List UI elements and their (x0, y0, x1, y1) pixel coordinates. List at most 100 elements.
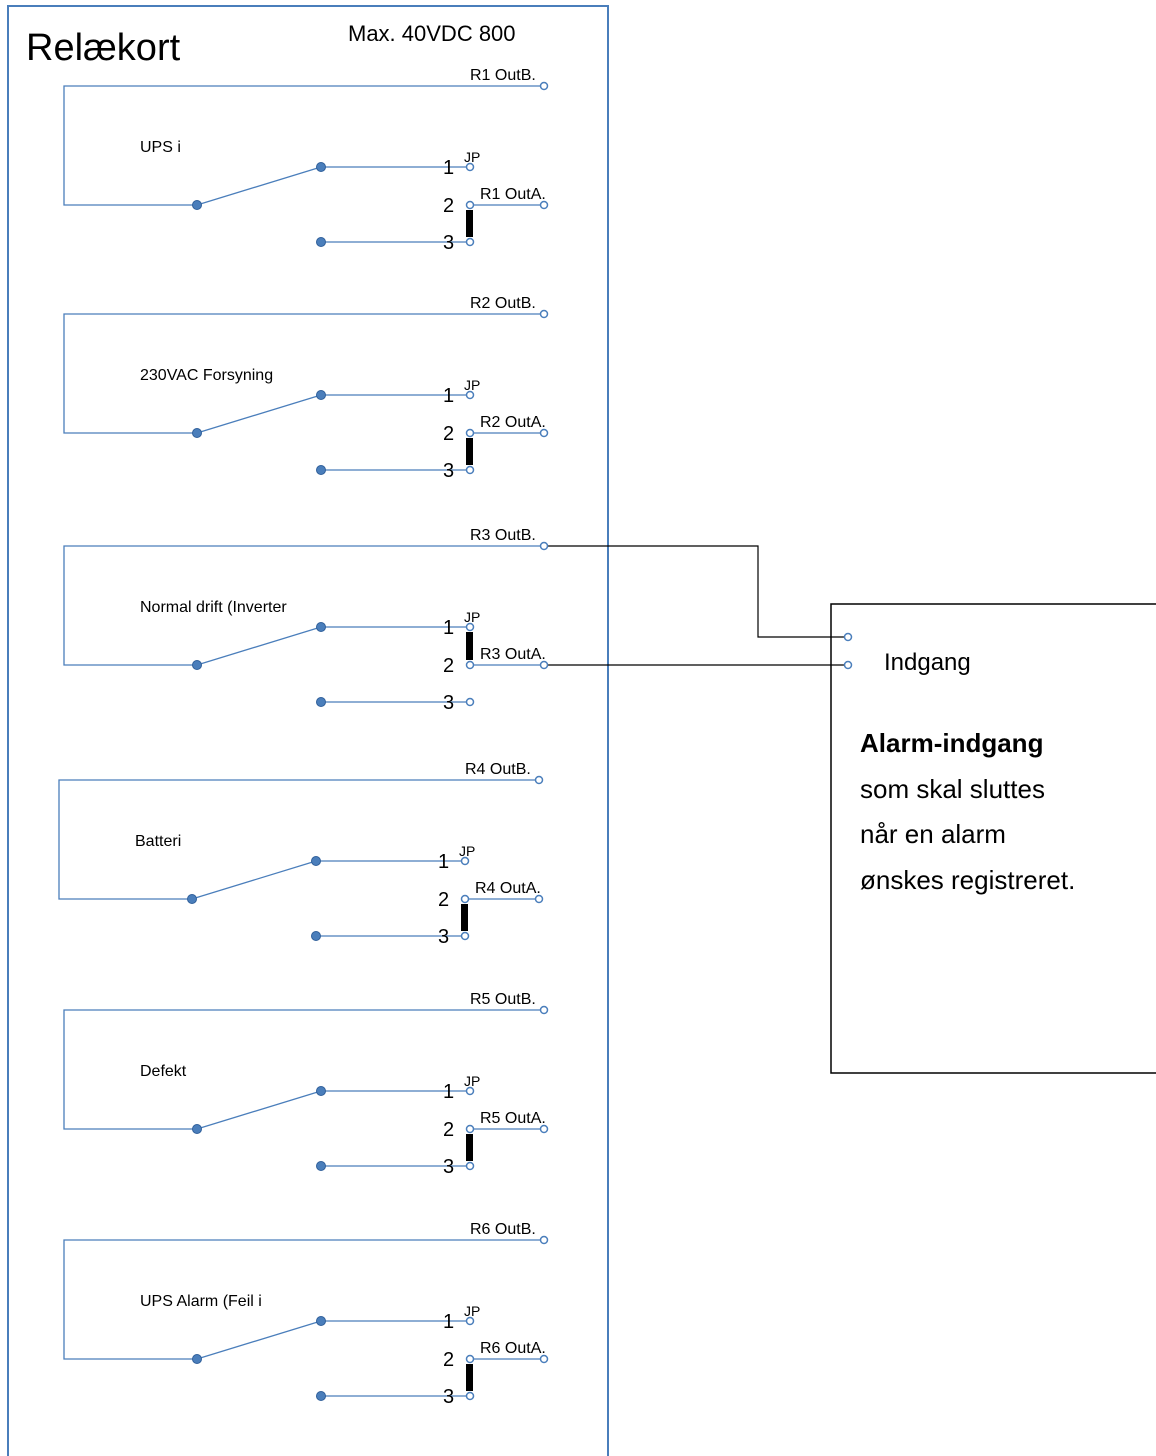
jumper (466, 210, 473, 237)
terminal (465, 1161, 475, 1171)
wire (63, 545, 544, 666)
jumper-label: JP (464, 1073, 480, 1089)
contact (316, 1161, 326, 1171)
terminal (465, 622, 475, 632)
switch-arm (196, 394, 322, 434)
wire (63, 313, 544, 434)
alarm-title: Alarm-indgang (860, 728, 1043, 758)
out-b-label: R6 OutB. (470, 1221, 536, 1238)
pin-label: 2 (443, 195, 454, 217)
terminal (465, 1354, 475, 1364)
terminal (460, 931, 470, 941)
jumper (466, 1134, 473, 1161)
wire (63, 1239, 544, 1360)
out-a-label: R6 OutA. (480, 1340, 546, 1357)
contact (192, 1124, 202, 1134)
relay: Normal drift (Inverter R3 OutB. R3 OutA. JP… (63, 527, 549, 714)
jumper (466, 1364, 473, 1391)
alarm-input: Indgang (884, 649, 971, 676)
jumper-label: JP (464, 609, 480, 625)
terminal (460, 856, 470, 866)
jumper-label: JP (464, 149, 480, 165)
jumper (466, 632, 473, 660)
pin-label: 3 (443, 460, 454, 482)
wire (63, 1009, 544, 1130)
contact (316, 622, 326, 632)
contact (316, 390, 326, 400)
terminal (465, 660, 475, 670)
contact (187, 894, 197, 904)
out-a-label: R2 OutA. (480, 414, 546, 431)
terminal (465, 1086, 475, 1096)
contact (316, 465, 326, 475)
contact (316, 162, 326, 172)
terminal (465, 1391, 475, 1401)
terminal (539, 660, 549, 670)
pin-label: 3 (443, 692, 454, 714)
terminal (460, 894, 470, 904)
wire (63, 85, 544, 206)
jumper (466, 438, 473, 465)
terminal (539, 200, 549, 210)
terminal (539, 309, 549, 319)
pin-label: 1 (443, 385, 454, 407)
terminal (465, 390, 475, 400)
contact (192, 428, 202, 438)
terminal (539, 1235, 549, 1245)
wire (58, 779, 539, 900)
pin-label: 2 (443, 655, 454, 677)
contact (316, 1316, 326, 1326)
contact (316, 237, 326, 247)
terminal (465, 1124, 475, 1134)
relay-label: Batteri (135, 833, 181, 850)
alarm-line: som skal sluttes (860, 774, 1045, 804)
terminal (539, 1005, 549, 1015)
out-b-label: R3 OutB. (470, 527, 536, 544)
out-a-label: R4 OutA. (475, 880, 541, 897)
out-a-label: R5 OutA. (480, 1110, 546, 1127)
terminal (539, 1354, 549, 1364)
terminal (539, 541, 549, 551)
switch-arm (196, 1090, 322, 1130)
switch-arm (196, 1320, 322, 1360)
board-rating: Max. 40VDC 800 (348, 21, 516, 46)
pin-label: 1 (443, 1081, 454, 1103)
pin-label: 3 (443, 232, 454, 254)
out-b-label: R5 OutB. (470, 991, 536, 1008)
contact (192, 200, 202, 210)
terminal (465, 1316, 475, 1326)
jumper (461, 904, 468, 931)
pin-label: 3 (443, 1156, 454, 1178)
terminal (539, 81, 549, 91)
contact (316, 697, 326, 707)
relay: Defekt R5 OutB. R5 OutA. JP 1 2 3 (63, 991, 549, 1178)
pin-label: 1 (443, 617, 454, 639)
relay-label: Defekt (140, 1063, 187, 1080)
relay: 230VAC Forsyning R2 OutB. R2 OutA. JP 1 2 3 (63, 295, 549, 482)
relay: UPS Alarm (Feil i R6 OutB. R6 OutA. JP 1 2 3 (63, 1221, 549, 1408)
jumper-label: JP (464, 1303, 480, 1319)
switch-arm (196, 626, 322, 666)
terminal (465, 697, 475, 707)
pin-label: 1 (443, 1311, 454, 1333)
relay: UPS i R1 OutB. R1 OutA. JP 1 2 3 (63, 67, 549, 254)
relay-label: Normal drift (Inverter (140, 599, 287, 616)
out-b-label: R4 OutB. (465, 761, 531, 778)
out-b-label: R1 OutB. (470, 67, 536, 84)
board-title: Relækort (26, 27, 181, 69)
terminal (465, 200, 475, 210)
relay-label: UPS Alarm (Feil i (140, 1293, 262, 1310)
terminal (465, 162, 475, 172)
terminal (539, 428, 549, 438)
relay: Batteri R4 OutB. R4 OutA. JP 1 2 3 (58, 761, 544, 948)
alarm-box (830, 603, 1156, 1074)
pin-label: 1 (438, 851, 449, 873)
alarm-line: når en alarm (860, 819, 1006, 849)
relay-label: UPS i (140, 139, 181, 156)
terminal (465, 237, 475, 247)
contact (316, 1391, 326, 1401)
pin-label: 2 (443, 423, 454, 445)
contact (192, 660, 202, 670)
